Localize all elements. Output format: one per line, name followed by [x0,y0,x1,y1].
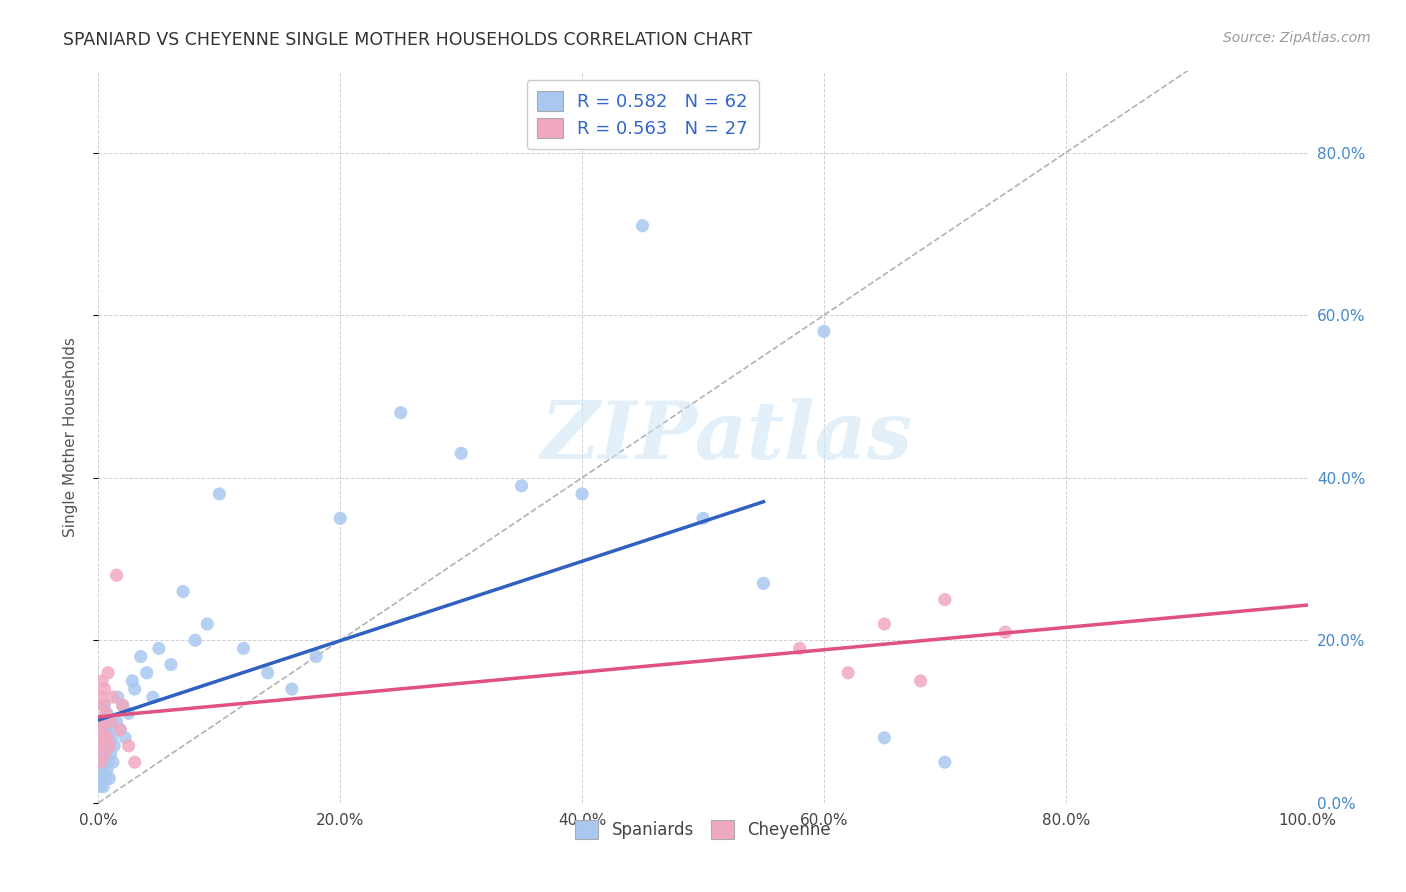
Point [89,739,111,753]
Point [837,665,859,680]
Point [96,764,118,778]
Point [172,584,194,599]
Point [281,681,304,696]
Point [160,657,183,672]
Text: SPANIARD VS CHEYENNE SINGLE MOTHER HOUSEHOLDS CORRELATION CHART: SPANIARD VS CHEYENNE SINGLE MOTHER HOUSE… [63,31,752,49]
Point [91,714,114,729]
Legend: Spaniards, Cheyenne: Spaniards, Cheyenne [568,814,838,846]
Point [450,446,472,460]
Point [256,665,278,680]
Point [91,780,114,794]
Point [98,739,121,753]
Point [208,487,231,501]
Point [89,747,111,761]
Point [118,739,141,753]
Point [98,723,121,737]
Point [124,755,146,769]
Point [89,764,111,778]
Point [93,755,115,769]
Point [96,731,118,745]
Text: Source: ZipAtlas.com: Source: ZipAtlas.com [1223,31,1371,45]
Point [91,723,114,737]
Point [89,780,111,794]
Point [111,698,134,713]
Point [91,764,114,778]
Point [329,511,352,525]
Point [91,747,114,761]
Point [910,673,932,688]
Point [91,739,114,753]
Point [121,673,143,688]
Point [108,723,131,737]
Point [94,747,117,761]
Point [135,665,157,680]
Point [94,772,117,786]
Point [101,755,124,769]
Point [93,698,115,713]
Point [101,690,124,705]
Point [752,576,775,591]
Point [103,739,125,753]
Point [90,755,112,769]
Point [148,641,170,656]
Point [873,731,896,745]
Point [105,714,128,729]
Point [184,633,207,648]
Point [90,772,112,786]
Point [118,706,141,721]
Point [91,723,114,737]
Point [97,731,120,745]
Point [994,625,1017,640]
Point [305,649,328,664]
Point [195,617,218,632]
Point [813,325,835,339]
Y-axis label: Single Mother Households: Single Mother Households [63,337,77,537]
Point [89,714,111,729]
Point [100,747,122,761]
Point [90,755,112,769]
Point [111,698,134,713]
Point [114,731,136,745]
Point [96,706,118,721]
Point [93,731,115,745]
Point [789,641,811,656]
Point [129,649,152,664]
Point [510,479,533,493]
Point [91,698,114,713]
Point [98,772,121,786]
Point [873,617,896,632]
Point [96,739,118,753]
Point [94,723,117,737]
Point [105,568,128,582]
Point [571,487,593,501]
Text: ZIPatlas: ZIPatlas [541,399,914,475]
Point [100,714,122,729]
Point [631,219,654,233]
Point [90,690,112,705]
Point [232,641,254,656]
Point [91,673,114,688]
Point [100,714,122,729]
Point [692,511,714,525]
Point [100,731,122,745]
Point [91,731,114,745]
Point [93,747,115,761]
Point [934,592,956,607]
Point [934,755,956,769]
Point [93,681,115,696]
Point [97,755,120,769]
Point [107,690,129,705]
Point [108,723,131,737]
Point [124,681,146,696]
Point [142,690,165,705]
Point [94,706,117,721]
Point [90,731,112,745]
Point [389,406,412,420]
Point [97,665,120,680]
